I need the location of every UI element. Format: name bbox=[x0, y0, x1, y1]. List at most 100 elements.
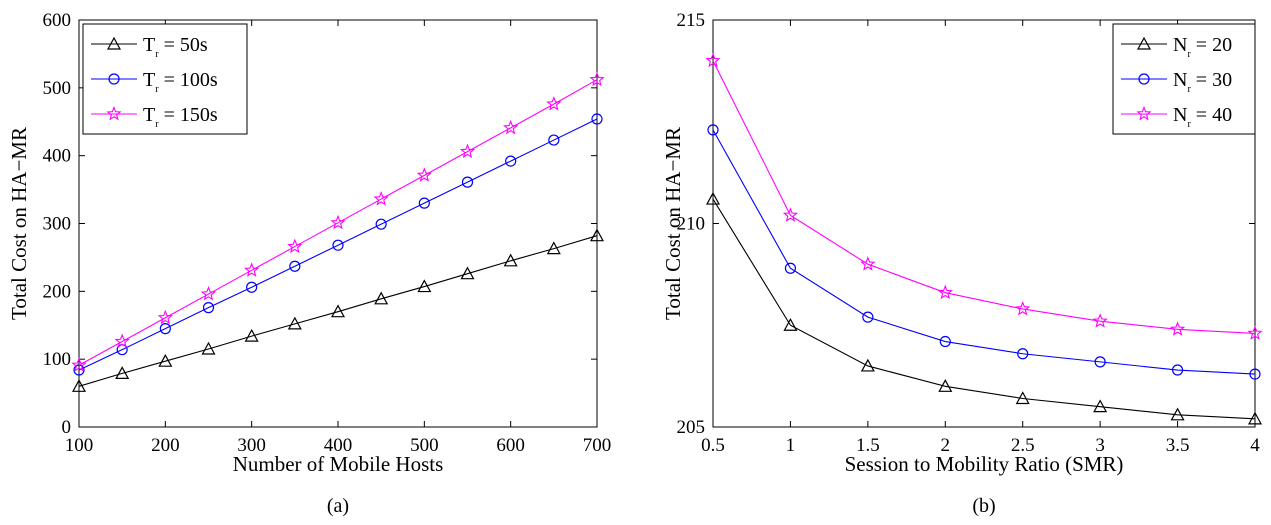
y-tick-label: 600 bbox=[43, 10, 72, 31]
data-point bbox=[1094, 356, 1106, 368]
panel-a-x-axis-label: Number of Mobile Hosts bbox=[233, 452, 444, 476]
data-point bbox=[374, 291, 389, 305]
y-tick-label: 500 bbox=[43, 78, 72, 99]
data-point bbox=[1015, 300, 1031, 316]
y-tick-label: 400 bbox=[43, 146, 72, 167]
data-point bbox=[71, 379, 87, 392]
series-line bbox=[712, 129, 1256, 375]
panel-a-legend: Tr = 50s Tr = 100s Tr = 150s bbox=[82, 23, 248, 135]
series-3 bbox=[71, 71, 605, 372]
data-point bbox=[783, 317, 798, 331]
data-point bbox=[287, 238, 303, 254]
data-point bbox=[860, 256, 876, 271]
x-tick-label: 0.5 bbox=[701, 435, 725, 456]
data-point bbox=[1247, 411, 1263, 425]
data-point bbox=[1171, 364, 1184, 376]
x-tick-label: 700 bbox=[583, 435, 612, 456]
legend-label: Tr = 100s bbox=[143, 69, 218, 95]
data-point bbox=[1247, 325, 1263, 340]
data-point bbox=[1017, 348, 1029, 360]
data-point bbox=[591, 113, 603, 125]
data-point bbox=[287, 316, 302, 330]
x-tick-label: 100 bbox=[65, 435, 94, 456]
series-3 bbox=[705, 52, 1263, 340]
x-tick-label: 1 bbox=[786, 435, 796, 456]
data-point bbox=[546, 96, 562, 111]
x-tick-label: 300 bbox=[237, 435, 266, 456]
series-line bbox=[78, 118, 598, 371]
x-tick-label: 2 bbox=[941, 435, 951, 456]
data-point bbox=[157, 309, 173, 325]
data-point bbox=[782, 207, 799, 222]
x-tick-label: 1.5 bbox=[856, 435, 880, 456]
legend-marker bbox=[1136, 105, 1152, 121]
data-point bbox=[784, 262, 797, 274]
data-point bbox=[939, 335, 951, 348]
data-point bbox=[289, 260, 301, 272]
data-point bbox=[937, 284, 953, 300]
data-point bbox=[1169, 321, 1186, 336]
series-line bbox=[78, 235, 598, 387]
x-tick-label: 600 bbox=[496, 435, 525, 456]
data-point bbox=[202, 302, 215, 314]
data-point bbox=[860, 358, 875, 372]
data-point bbox=[114, 333, 130, 349]
panel-a-y-axis-label: Total Cost on HA−MR bbox=[7, 127, 31, 320]
x-tick-label: 3 bbox=[1095, 435, 1105, 456]
data-point bbox=[1015, 391, 1030, 405]
data-point bbox=[505, 155, 517, 167]
data-point bbox=[461, 176, 474, 188]
data-point bbox=[1170, 407, 1185, 421]
data-point bbox=[1092, 313, 1108, 328]
legend-label: Tr = 150s bbox=[143, 104, 218, 130]
legend-label: Nr = 20 bbox=[1173, 34, 1232, 60]
data-point bbox=[705, 52, 721, 68]
y-tick-label: 200 bbox=[43, 281, 72, 302]
legend-marker bbox=[106, 36, 122, 50]
data-point bbox=[1093, 399, 1108, 413]
data-point bbox=[707, 124, 719, 136]
x-tick-label: 500 bbox=[410, 435, 439, 456]
series-2 bbox=[707, 124, 1261, 380]
data-point bbox=[246, 281, 258, 293]
data-point bbox=[589, 71, 605, 87]
data-point bbox=[115, 366, 130, 380]
y-tick-label: 300 bbox=[43, 214, 72, 235]
y-tick-label: 0 bbox=[62, 417, 72, 438]
data-point bbox=[244, 262, 260, 277]
data-point bbox=[330, 304, 346, 318]
y-tick-label: 215 bbox=[677, 10, 706, 31]
data-point bbox=[503, 253, 518, 267]
data-point bbox=[705, 191, 721, 205]
data-point bbox=[373, 191, 389, 206]
series-line bbox=[712, 198, 1256, 420]
data-point bbox=[417, 279, 432, 293]
series-line bbox=[78, 79, 598, 366]
legend-marker bbox=[108, 73, 120, 85]
y-tick-label: 205 bbox=[677, 417, 706, 438]
series-1 bbox=[705, 191, 1263, 425]
legend-marker bbox=[1136, 36, 1152, 50]
data-point bbox=[201, 341, 216, 355]
series-1 bbox=[71, 228, 605, 392]
data-point bbox=[244, 328, 259, 342]
legend-label: Tr = 50s bbox=[143, 34, 208, 60]
data-point bbox=[158, 353, 173, 367]
data-point bbox=[332, 239, 344, 251]
panel-a: 100 200 300 400 500 600 7000100200300400500600… bbox=[7, 10, 611, 517]
data-point bbox=[200, 286, 217, 301]
series-2 bbox=[73, 113, 603, 376]
data-point bbox=[71, 357, 87, 372]
data-point bbox=[503, 119, 519, 135]
data-point bbox=[548, 134, 560, 146]
data-point bbox=[862, 311, 874, 323]
panel-a-caption: (a) bbox=[327, 495, 349, 517]
data-point bbox=[938, 379, 953, 392]
panel-b-y-axis-label: Total Cost on HA−MR bbox=[661, 127, 685, 320]
y-tick-label: 210 bbox=[677, 214, 706, 235]
data-point bbox=[459, 143, 476, 159]
data-point bbox=[589, 228, 605, 242]
panel-b-x-axis-label: Session to Mobility Ratio (SMR) bbox=[845, 452, 1124, 476]
data-point bbox=[460, 266, 475, 280]
